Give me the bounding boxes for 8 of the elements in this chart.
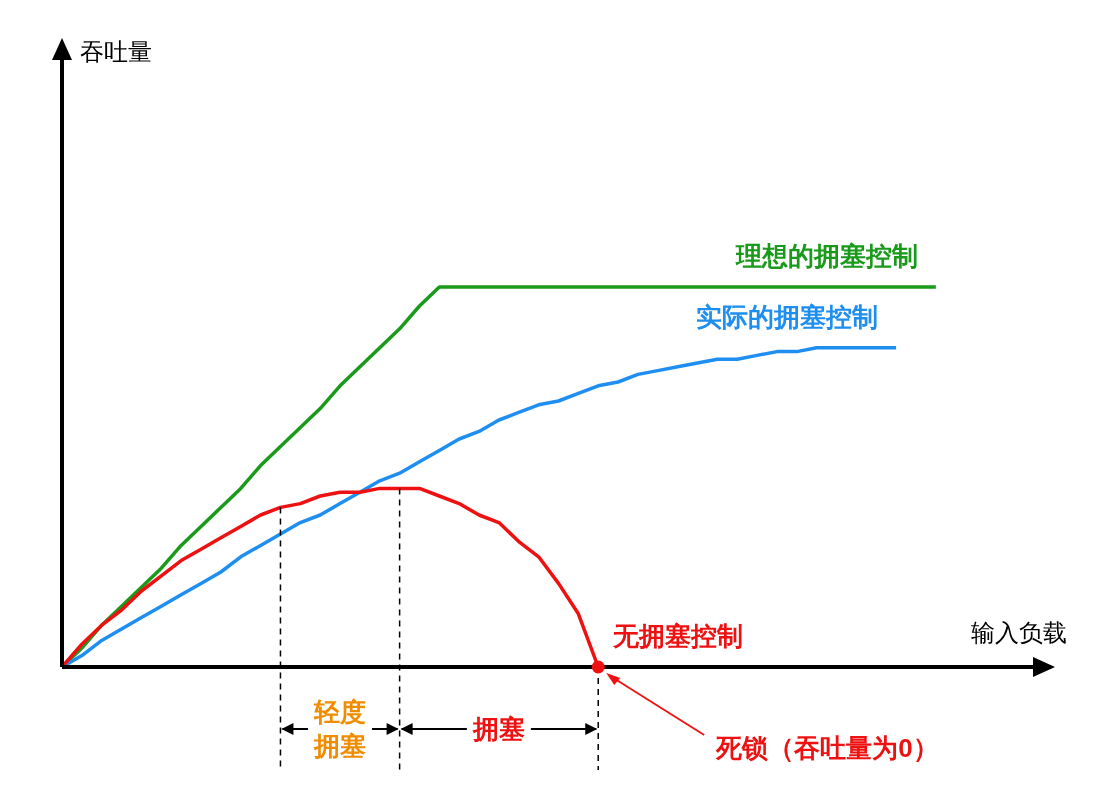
text: 拥塞 (471, 714, 525, 744)
text: 死锁（吞吐量为0） (715, 733, 939, 763)
series-label: 理想的拥塞控制 (734, 241, 918, 271)
series-label: 实际的拥塞控制 (696, 301, 879, 332)
series-label: 无拥塞控制 (612, 621, 744, 651)
text: 吞吐量 (80, 38, 152, 65)
x-axis-title: 输入负载 (971, 619, 1067, 646)
text: 轻度拥塞 (313, 697, 367, 761)
